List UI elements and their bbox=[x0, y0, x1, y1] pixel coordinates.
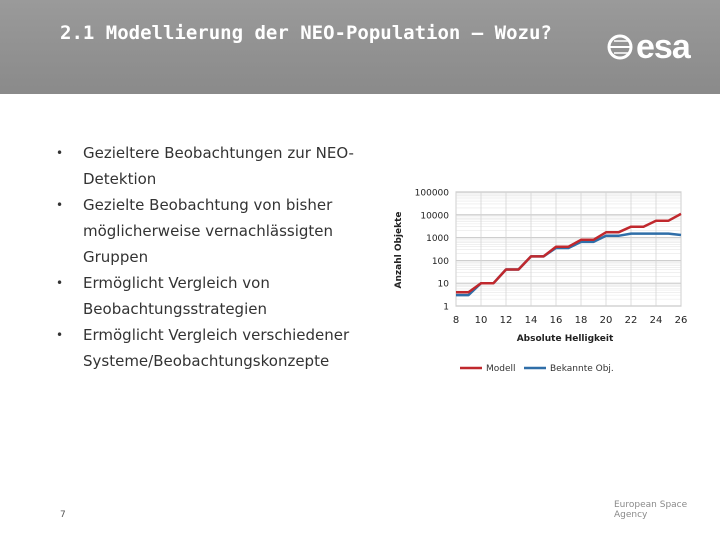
page-number: 7 bbox=[60, 510, 66, 520]
y-tick-label: 1 bbox=[443, 303, 449, 313]
chart-series bbox=[456, 212, 682, 297]
bullet-item: • Gezielte Beobachtung von bisher möglich… bbox=[56, 192, 386, 270]
brightness-chart: 1 10 100 1000 10000 100000 8 10 12 14 16 18 20 22 24 2… bbox=[394, 189, 688, 375]
esa-logo-text: esa bbox=[636, 28, 691, 66]
agency-footer: European Space Agency bbox=[614, 500, 688, 520]
bullet-dot: • bbox=[56, 198, 64, 212]
legend-label-modell: Modell bbox=[486, 364, 516, 374]
bullet-item: • Gezieltere Beobachtungen zur NEO-Detekt… bbox=[56, 140, 386, 192]
slide-header: 2.1 Modellierung der NEO-Population – Wo… bbox=[0, 0, 720, 94]
bullet-dot: • bbox=[56, 146, 64, 160]
x-tick-label: 22 bbox=[625, 315, 638, 326]
x-tick-label: 24 bbox=[650, 315, 663, 326]
y-tick-label: 100000 bbox=[415, 189, 450, 199]
y-axis-label: Anzahl Objekte bbox=[394, 212, 404, 289]
x-tick-label: 20 bbox=[600, 315, 613, 326]
y-tick-label: 100 bbox=[432, 257, 449, 267]
bullet-dot: • bbox=[56, 328, 64, 342]
x-tick-label: 12 bbox=[500, 315, 513, 326]
x-axis-label: Absolute Helligkeit bbox=[517, 334, 614, 344]
slide-title: 2.1 Modellierung der NEO-Population – Wo… bbox=[60, 22, 552, 44]
chart-grid bbox=[455, 191, 682, 307]
x-tick-label: 8 bbox=[453, 315, 459, 326]
bullet-text: Gezieltere Beobachtungen zur NEO-Detekti… bbox=[83, 144, 354, 188]
x-tick-label: 18 bbox=[575, 315, 588, 326]
y-tick-label: 10000 bbox=[420, 211, 449, 221]
bullet-dot: • bbox=[56, 276, 64, 290]
x-tick-labels: 8 10 12 14 16 18 20 22 24 26 bbox=[453, 315, 688, 326]
bullet-text: Gezielte Beobachtung von bisher mögliche… bbox=[83, 196, 334, 266]
x-tick-label: 14 bbox=[525, 315, 538, 326]
x-tick-label: 26 bbox=[675, 315, 688, 326]
x-tick-label: 16 bbox=[550, 315, 563, 326]
y-tick-label: 10 bbox=[438, 280, 450, 290]
x-tick-label: 10 bbox=[475, 315, 488, 326]
series-line-modell bbox=[456, 212, 682, 294]
bullet-text: Ermöglicht Vergleich verschiedener Syste… bbox=[83, 326, 350, 370]
chart-legend: Modell Bekannte Obj. bbox=[460, 364, 614, 374]
legend-label-bekannte: Bekannte Obj. bbox=[550, 364, 614, 374]
bullet-text: Ermöglicht Vergleich von Beobachtungsstr… bbox=[83, 274, 270, 318]
y-tick-labels: 1 10 100 1000 10000 100000 bbox=[415, 189, 450, 313]
esa-logo: esa bbox=[606, 28, 706, 66]
bullet-list: • Gezieltere Beobachtungen zur NEO-Detekt… bbox=[56, 140, 386, 374]
esa-emblem-icon bbox=[607, 34, 633, 60]
bullet-item: • Ermöglicht Vergleich von Beobachtungsst… bbox=[56, 270, 386, 322]
y-tick-label: 1000 bbox=[426, 234, 449, 244]
bullet-item: • Ermöglicht Vergleich verschiedener Syst… bbox=[56, 322, 386, 374]
